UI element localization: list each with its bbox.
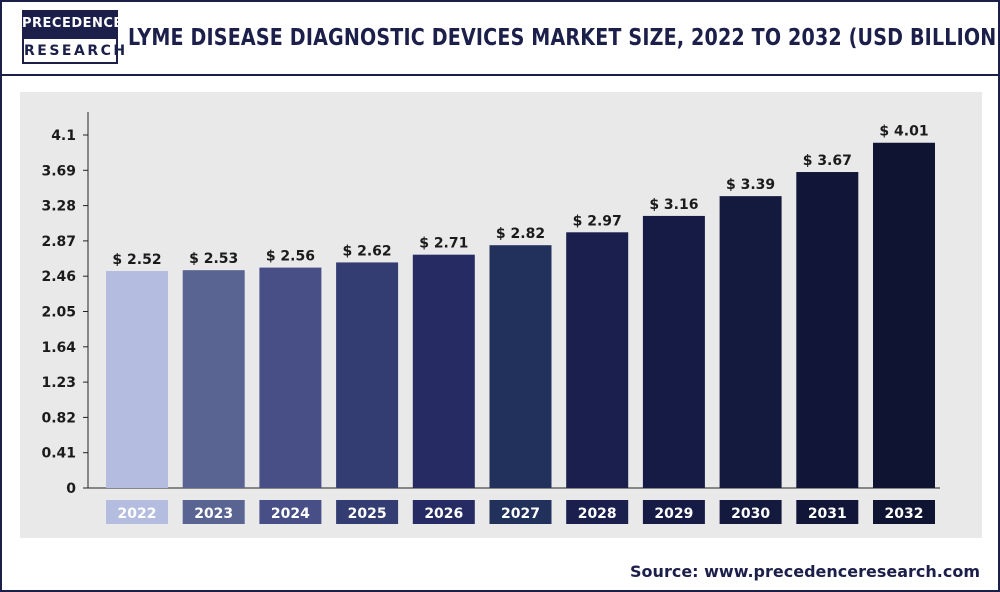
- data-label: $ 3.39: [726, 177, 775, 193]
- category-label-box: [182, 500, 245, 524]
- category-label-box: [642, 500, 705, 524]
- y-tick-label: 2.87: [41, 234, 76, 250]
- data-label: $ 2.82: [496, 226, 545, 242]
- category-label-box: [106, 500, 168, 524]
- bar: [719, 196, 782, 488]
- bar: [566, 232, 629, 488]
- logo-line2: RESEARCH: [22, 37, 125, 64]
- data-label: $ 3.67: [803, 153, 852, 169]
- y-tick-label: 1.64: [41, 340, 76, 356]
- category-label: 2026: [424, 506, 463, 522]
- data-label: $ 2.56: [266, 249, 315, 265]
- category-label-box: [259, 500, 322, 524]
- category-label-box: [489, 500, 552, 524]
- category-label-box: [412, 500, 475, 524]
- data-label: $ 2.71: [419, 236, 468, 252]
- category-label-box: [796, 500, 859, 524]
- y-tick-label: 0.82: [41, 410, 76, 426]
- category-label: 2024: [271, 506, 310, 522]
- source-credit: Source: www.precedenceresearch.com: [630, 562, 980, 581]
- y-tick-label: 3.28: [41, 199, 76, 215]
- y-tick-label: 3.69: [41, 163, 76, 179]
- y-tick-label: 2.05: [41, 305, 76, 321]
- category-label: 2022: [118, 506, 157, 522]
- data-label: $ 3.16: [649, 197, 698, 213]
- bar: [412, 254, 475, 488]
- category-label-box: [336, 500, 399, 524]
- logo-line1: PRECEDENCE: [22, 16, 123, 31]
- category-label: 2029: [654, 506, 693, 522]
- data-label: $ 2.53: [189, 251, 238, 267]
- category-label-box: [566, 500, 629, 524]
- category-label: 2023: [194, 506, 233, 522]
- category-label: 2027: [501, 506, 540, 522]
- category-label: 2025: [348, 506, 387, 522]
- bar: [796, 172, 859, 488]
- y-tick-label: 0.41: [41, 446, 76, 462]
- bar: [106, 271, 168, 488]
- data-label: $ 2.97: [573, 213, 622, 229]
- bar: [182, 270, 245, 488]
- logo: PRECEDENCE RESEARCH: [22, 10, 125, 64]
- y-tick-label: 2.46: [41, 269, 76, 285]
- chart-title: LYME DISEASE DIAGNOSTIC DEVICES MARKET S…: [128, 25, 1000, 51]
- header: PRECEDENCE RESEARCH LYME DISEASE DIAGNOS…: [2, 2, 1000, 76]
- category-label-box: [873, 500, 935, 524]
- category-label: 2028: [578, 506, 617, 522]
- data-label: $ 2.52: [112, 252, 161, 268]
- bar: [259, 267, 322, 488]
- category-label: 2032: [885, 506, 924, 522]
- bar: [873, 142, 935, 488]
- category-label: 2031: [808, 506, 847, 522]
- y-tick-label: 1.23: [41, 375, 76, 391]
- data-label: $ 2.62: [343, 243, 392, 259]
- data-label: $ 4.01: [879, 124, 928, 140]
- y-tick-label: 0: [66, 481, 76, 497]
- bar: [336, 262, 399, 488]
- category-label: 2030: [731, 506, 770, 522]
- bar: [642, 215, 705, 488]
- bar: [489, 245, 552, 488]
- y-tick-label: 4.1: [51, 128, 76, 144]
- category-label-box: [719, 500, 782, 524]
